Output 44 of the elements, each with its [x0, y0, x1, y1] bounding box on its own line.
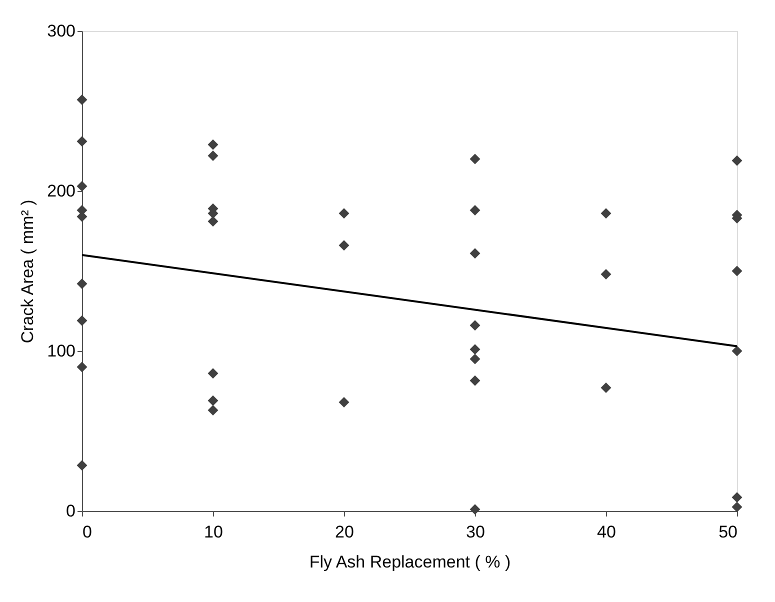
x-tick-label: 20: [335, 522, 354, 542]
point: [470, 354, 480, 364]
point: [76, 180, 88, 192]
y-tick-label: 200: [47, 182, 76, 200]
point: [208, 150, 218, 162]
point: [600, 382, 612, 394]
point: [470, 154, 480, 164]
x-tick-label: 50: [718, 522, 738, 542]
point: [76, 460, 88, 471]
point: [208, 395, 218, 406]
point: [208, 139, 218, 150]
point: [732, 346, 742, 356]
point: [76, 315, 88, 326]
point: [470, 504, 480, 515]
point: [470, 204, 480, 216]
point: [338, 240, 350, 251]
point: [600, 268, 612, 280]
y-tick-label: 0: [66, 502, 76, 520]
point: [208, 216, 218, 227]
point: [600, 208, 612, 219]
y-axis-title: Crack Area ( mm² ): [18, 200, 38, 344]
point: [732, 502, 742, 512]
x-tick-label: 0: [82, 522, 92, 542]
point: [732, 155, 742, 166]
y-tick-label: 300: [47, 22, 76, 40]
point: [470, 248, 480, 259]
point: [338, 208, 350, 219]
point: [470, 320, 480, 331]
x-axis-title: Fly Ash Replacement ( % ): [309, 552, 511, 572]
point: [76, 278, 88, 290]
x-tick-label: 40: [597, 522, 616, 542]
point: [732, 492, 742, 503]
point: [76, 136, 88, 147]
point: [208, 368, 218, 379]
point: [470, 375, 480, 386]
point: [76, 94, 88, 106]
point: [732, 266, 742, 276]
x-tick-label: 30: [466, 522, 485, 542]
point: [470, 344, 480, 355]
point: [76, 362, 88, 372]
point: [338, 396, 350, 408]
point: [208, 404, 218, 416]
y-tick-label: 100: [47, 342, 76, 360]
x-tick-label: 10: [204, 522, 223, 542]
